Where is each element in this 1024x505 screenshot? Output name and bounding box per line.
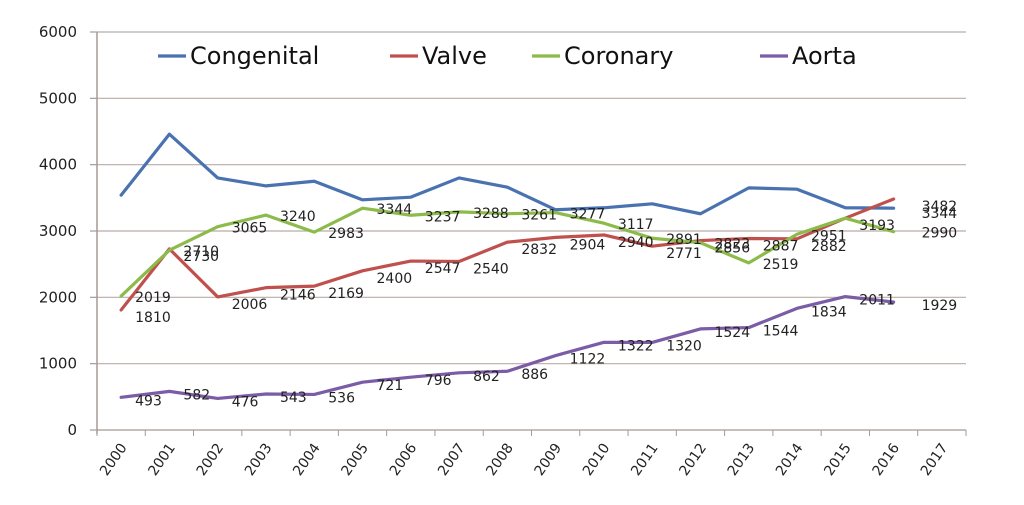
- data-label: 3344: [922, 206, 958, 222]
- legend-label: Valve: [422, 42, 487, 70]
- y-tick-label: 0: [67, 421, 77, 439]
- x-tick-label: 2008: [483, 441, 517, 479]
- data-label: 2891: [666, 232, 702, 248]
- data-label: 2710: [183, 244, 219, 260]
- data-label: 1810: [135, 310, 171, 326]
- data-label: 543: [280, 390, 307, 406]
- data-label: 2990: [922, 226, 958, 242]
- data-label: 2887: [763, 238, 799, 254]
- data-label: 2169: [328, 286, 364, 302]
- x-tick-label: 2000: [97, 441, 131, 479]
- data-label: 2011: [859, 293, 895, 309]
- legend-label: Congenital: [190, 42, 319, 70]
- data-label: 1322: [618, 338, 654, 354]
- y-tick-label: 3000: [39, 222, 77, 240]
- legend-item-aorta: Aorta: [760, 42, 857, 70]
- x-tick-label: 2004: [290, 440, 324, 478]
- data-label: 1929: [922, 298, 958, 314]
- legend-label: Aorta: [792, 42, 857, 70]
- data-label: 2951: [811, 228, 847, 244]
- x-tick-label: 2001: [145, 441, 179, 479]
- data-label: 3193: [859, 218, 895, 234]
- data-label: 2540: [473, 262, 509, 278]
- x-tick-label: 2011: [628, 441, 662, 479]
- data-label: 2882: [811, 239, 847, 255]
- x-tick-label: 2009: [532, 441, 566, 479]
- data-label: 476: [232, 394, 259, 410]
- series-line-coronary: [119, 206, 896, 298]
- x-tick-label: 2010: [580, 441, 614, 479]
- data-label: 3240: [280, 209, 316, 225]
- data-label: 2006: [232, 297, 268, 313]
- data-label: 1122: [570, 352, 606, 368]
- x-tick-label: 2015: [821, 441, 855, 479]
- data-label: 2547: [425, 261, 461, 277]
- data-label: 721: [377, 378, 404, 394]
- x-tick-label: 2013: [725, 441, 759, 479]
- data-label: 2400: [377, 271, 413, 287]
- legend: Congenital Valve Coronary Aorta: [158, 42, 857, 70]
- legend-label: Coronary: [564, 42, 673, 70]
- data-label: 3344: [377, 202, 413, 218]
- x-tick-label: 2017: [918, 441, 952, 479]
- data-label: 2940: [618, 235, 654, 251]
- data-label: 2983: [328, 226, 364, 242]
- data-label: 3277: [570, 207, 606, 223]
- data-label: 862: [473, 369, 500, 385]
- data-label: 2730: [183, 249, 219, 265]
- data-label: 2146: [280, 288, 316, 304]
- data-label: 3237: [425, 209, 461, 225]
- data-label: 3261: [521, 208, 557, 224]
- y-tick-label: 1000: [39, 355, 77, 373]
- data-label: 2856: [714, 241, 750, 257]
- x-tick-label: 2005: [338, 441, 372, 479]
- x-tick-label: 2002: [194, 441, 228, 479]
- x-tick-label: 2006: [387, 440, 421, 478]
- series-line-congenital: [119, 132, 896, 216]
- series-lines: [119, 132, 896, 401]
- gridlines: [97, 31, 966, 365]
- data-label: 886: [521, 367, 548, 383]
- data-label: 2823: [714, 237, 750, 253]
- data-label: 1320: [666, 338, 702, 354]
- x-tick-label: 2016: [870, 440, 904, 478]
- data-labels: 3344 1810 2730 2006 2146 2169 2400 2547 2540 2832…: [135, 199, 957, 410]
- y-tick-label: 2000: [39, 288, 77, 306]
- legend-item-coronary: Coronary: [532, 42, 673, 70]
- data-label: 1834: [811, 304, 847, 320]
- data-label: 3117: [618, 217, 654, 233]
- data-label: 796: [425, 373, 452, 389]
- data-label: 582: [183, 387, 210, 403]
- y-tick-label: 5000: [39, 89, 77, 107]
- data-label: 536: [328, 390, 355, 406]
- data-label: 1524: [714, 325, 750, 341]
- y-axis: 0 1000 2000 3000 4000 5000 6000: [39, 23, 98, 439]
- y-tick-label: 4000: [39, 156, 77, 174]
- data-label: 2904: [570, 237, 606, 253]
- data-label: 493: [135, 393, 162, 409]
- data-label: 2771: [666, 246, 702, 262]
- data-label: 3482: [922, 199, 958, 215]
- data-label: 3288: [473, 206, 509, 222]
- x-axis: 2000 2001 2002 2003 2004 2005 2006 2007 2008 2009…: [96, 429, 967, 479]
- x-tick-label: 2003: [242, 441, 276, 479]
- series-line-valve: [119, 197, 896, 312]
- data-label: 3065: [232, 221, 268, 237]
- legend-item-valve: Valve: [390, 42, 487, 70]
- data-label: 2519: [763, 257, 799, 273]
- x-tick-label: 2007: [435, 441, 469, 479]
- series-line-aorta: [119, 295, 896, 401]
- x-tick-label: 2012: [676, 441, 710, 479]
- data-label: 2832: [521, 242, 557, 258]
- y-tick-label: 6000: [39, 23, 77, 41]
- legend-item-congenital: Congenital: [158, 42, 319, 70]
- data-label: 1544: [763, 324, 799, 340]
- data-label: 2019: [135, 290, 171, 306]
- x-tick-label: 2014: [773, 440, 807, 478]
